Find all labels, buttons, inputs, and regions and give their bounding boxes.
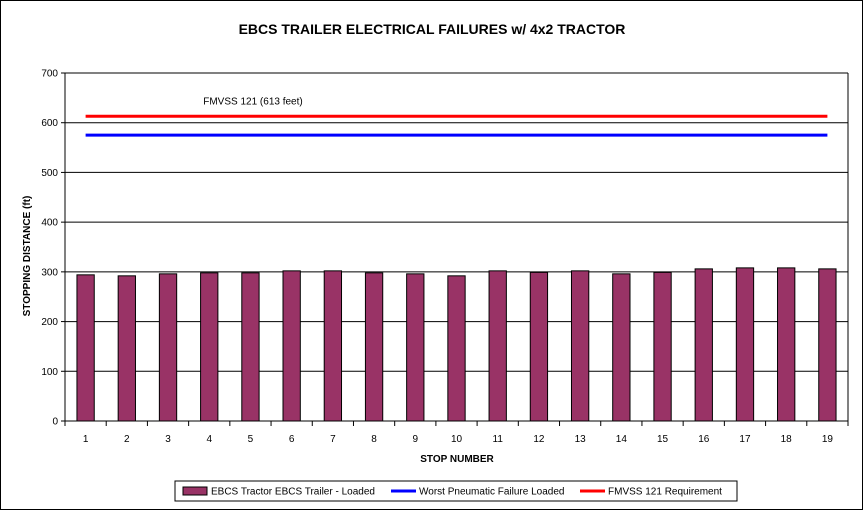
legend-entry-label: FMVSS 121 Requirement (608, 487, 722, 498)
y-tick-label: 200 (41, 317, 58, 328)
legend: EBCS Tractor EBCS Trailer - Loaded Worst … (174, 480, 738, 502)
annotation-label: FMVSS 121 (613 feet) (203, 96, 303, 107)
x-tick-label: 4 (206, 434, 212, 445)
y-axis-label: STOPPING DISTANCE (ft) (22, 196, 33, 317)
x-tick-label: 7 (330, 434, 336, 445)
x-tick-label: 18 (781, 434, 793, 445)
x-tick-label: 12 (533, 434, 545, 445)
bar (364, 272, 384, 422)
x-tick-label: 10 (451, 434, 463, 445)
y-tick-label: 500 (41, 168, 58, 179)
y-tick-label: 400 (41, 218, 58, 229)
x-tick-label: 2 (124, 434, 130, 445)
bar (158, 273, 178, 422)
x-tick-label: 13 (575, 434, 587, 445)
bar (241, 272, 260, 422)
bar (612, 273, 631, 422)
legend-swatch-bar (182, 486, 208, 496)
bar (282, 270, 301, 422)
bar (529, 271, 549, 422)
legend-box (174, 480, 738, 502)
bar (818, 268, 837, 422)
y-tick-label: 100 (41, 367, 58, 378)
chart-title: EBCS TRAILER ELECTRICAL FAILURES w/ 4x2 … (239, 21, 626, 37)
x-tick-label: 14 (616, 434, 628, 445)
bar (735, 267, 755, 422)
legend-entry-label: Worst Pneumatic Failure Loaded (419, 487, 564, 498)
x-tick-label: 16 (698, 434, 710, 445)
x-axis-label: STOP NUMBER (420, 454, 494, 465)
x-tick-label: 3 (165, 434, 171, 445)
x-tick-label: 5 (248, 434, 254, 445)
x-tick-label: 9 (413, 434, 419, 445)
bar (117, 275, 136, 422)
bar (323, 270, 343, 422)
legend-entry-label: EBCS Tractor EBCS Trailer - Loaded (211, 487, 375, 498)
x-tick-label: 8 (371, 434, 377, 445)
bar (488, 270, 507, 422)
x-tick-label: 17 (739, 434, 751, 445)
bar (777, 267, 796, 422)
y-tick-label: 600 (41, 118, 58, 129)
y-tick-label: 700 (41, 69, 58, 80)
x-tick-label: 6 (289, 434, 295, 445)
x-tick-label: 1 (83, 434, 89, 445)
bar (447, 275, 466, 422)
x-tick-label: 19 (822, 434, 834, 445)
y-tick-label: 300 (41, 267, 58, 278)
bar (200, 272, 219, 422)
bar (76, 274, 95, 422)
bar (653, 271, 672, 422)
x-tick-label: 15 (657, 434, 669, 445)
x-tick-label: 11 (493, 434, 504, 445)
bar (406, 273, 425, 422)
bar (694, 268, 713, 422)
y-tick-label: 0 (52, 417, 58, 428)
bar (570, 270, 590, 422)
